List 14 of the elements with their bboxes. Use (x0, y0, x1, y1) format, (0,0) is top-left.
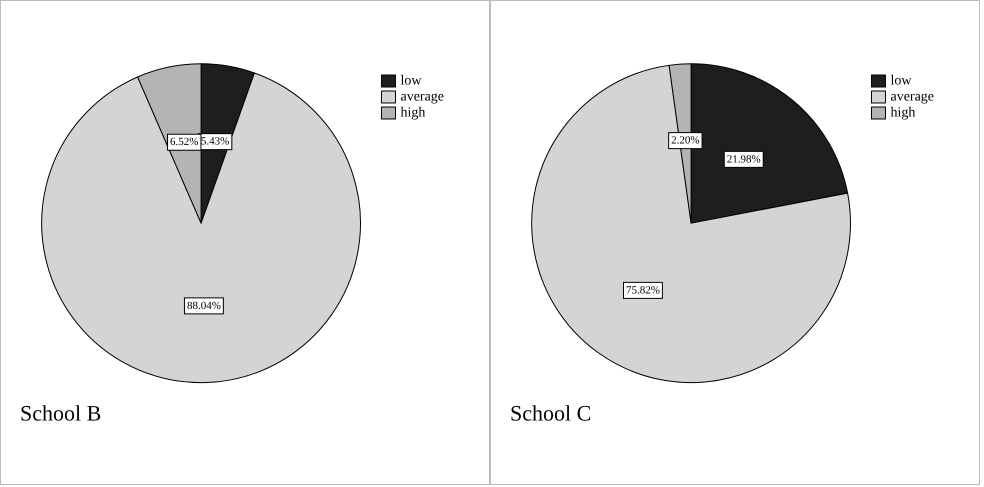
legend-label: average (890, 90, 934, 104)
text: School C (510, 400, 592, 426)
data-label: 6.52% (170, 136, 198, 148)
data-label: 88.04% (186, 300, 221, 312)
legend-label: low (890, 74, 912, 88)
legend-label: low (400, 74, 422, 88)
text: School B (20, 400, 102, 426)
legend-label: high (400, 106, 426, 120)
legend-label: average (400, 90, 444, 104)
data-label: 5.43% (200, 136, 230, 148)
legend-label: high (890, 106, 916, 120)
data-label: 2.20% (671, 134, 700, 147)
data-label: 75.82% (626, 284, 660, 296)
data-label: 21.98% (726, 153, 761, 166)
